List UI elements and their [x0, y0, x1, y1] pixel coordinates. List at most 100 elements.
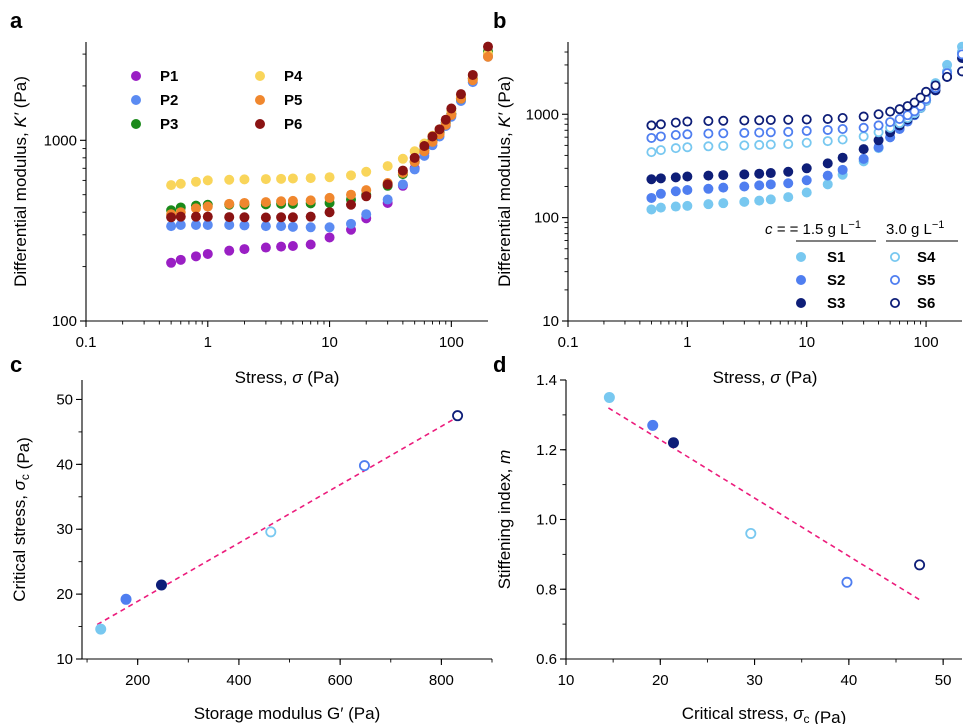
data-point: [419, 141, 430, 152]
y-tick-label: 30: [56, 521, 73, 538]
data-point: [276, 196, 287, 207]
data-point-s5: [358, 460, 370, 472]
x-tick-label: 0.1: [558, 334, 579, 351]
panel-d: d 10 20 30 40 50 0.6 0.8 1.0 1.2 1.4 Critical stres…: [493, 352, 962, 724]
data-point-s3: [667, 437, 679, 449]
data-point: [682, 116, 693, 127]
data-point: [858, 153, 869, 164]
data-point: [224, 219, 235, 230]
data-point: [324, 207, 335, 218]
data-points: [95, 410, 464, 635]
data-point: [397, 153, 408, 164]
data-point: [287, 212, 298, 223]
data-point: [765, 139, 776, 150]
panel-c: c 200 400 600 800 10 20 30 40 50 Storage modulus G…: [10, 352, 493, 723]
data-point: [646, 120, 657, 131]
x-tick-label: 200: [125, 672, 150, 689]
data-point: [718, 198, 729, 209]
legend-marker: [131, 119, 141, 129]
x-tick-label: 1: [683, 334, 691, 351]
data-point: [427, 131, 438, 142]
data-point: [682, 185, 693, 196]
data-point: [276, 241, 287, 252]
legend-label: P3: [160, 116, 178, 133]
data-point: [239, 220, 250, 231]
data-point: [434, 124, 445, 135]
data-point: [287, 241, 298, 252]
data-point: [260, 242, 271, 253]
data-point: [739, 196, 750, 207]
x-tick-label: 10: [321, 334, 338, 351]
data-point: [346, 170, 357, 181]
data-point: [166, 180, 177, 191]
data-point: [287, 173, 298, 184]
data-point: [754, 127, 765, 138]
data-point: [957, 66, 963, 77]
fit-line: [608, 407, 920, 601]
data-point: [801, 163, 812, 174]
data-point: [239, 244, 250, 255]
data-point: [655, 202, 666, 213]
legend-marker: [890, 251, 901, 262]
data-point: [703, 183, 714, 194]
data-point: [765, 179, 776, 190]
data-point: [175, 219, 186, 230]
data-point: [361, 166, 372, 177]
data-point: [361, 209, 372, 220]
data-point: [682, 142, 693, 153]
data-point: [837, 152, 848, 163]
y-tick-label: 1000: [44, 132, 77, 149]
data-point: [409, 164, 420, 175]
data-point: [166, 221, 177, 232]
legend-label: S4: [917, 249, 936, 266]
data-point: [190, 176, 201, 187]
data-point: [446, 103, 457, 114]
data-point: [765, 194, 776, 205]
data-point: [754, 168, 765, 179]
legend-label: S6: [917, 295, 935, 312]
data-point: [822, 136, 833, 147]
data-point-s2: [647, 419, 659, 431]
y-tick-label: 0.8: [536, 581, 557, 598]
y-tick-label: 1.0: [536, 512, 557, 529]
x-tick-label: 20: [652, 672, 669, 689]
data-point: [287, 221, 298, 232]
data-point: [754, 115, 765, 126]
data-point: [224, 212, 235, 223]
data-point: [921, 86, 932, 97]
x-tick-label: 10: [798, 334, 815, 351]
y-axis-title: Stiffening index, m: [495, 450, 514, 590]
panel-letter-a: a: [10, 8, 23, 33]
data-point: [276, 173, 287, 184]
data-point: [409, 152, 420, 163]
data-point: [739, 169, 750, 180]
data-point: [305, 195, 316, 206]
panel-b: b 0.1 1 10 100 10 100 1000 Stress, σ (Pa) Differe…: [493, 8, 963, 387]
data-point: [397, 165, 408, 176]
x-tick-label: 0.1: [76, 334, 97, 351]
data-point: [739, 115, 750, 126]
legend-label: P1: [160, 68, 178, 85]
data-point: [703, 141, 714, 152]
data-point: [801, 125, 812, 136]
data-point: [783, 139, 794, 150]
data-point: [646, 174, 657, 185]
legend-marker: [796, 275, 806, 285]
data-point: [783, 178, 794, 189]
data-point: [754, 139, 765, 150]
x-axis-title: Critical stress, σc (Pa): [682, 704, 847, 724]
data-point: [382, 194, 393, 205]
y-tick-label: 10: [542, 313, 559, 330]
y-tick-label: 20: [56, 586, 73, 603]
data-point: [822, 113, 833, 124]
data-point: [885, 106, 896, 117]
x-tick-label: 10: [558, 672, 575, 689]
data-point: [915, 92, 926, 103]
legend-label: P2: [160, 92, 178, 109]
data-point: [670, 143, 681, 154]
data-point: [382, 179, 393, 190]
data-point: [202, 175, 213, 186]
data-point-s3: [155, 579, 167, 591]
data-point: [837, 134, 848, 145]
